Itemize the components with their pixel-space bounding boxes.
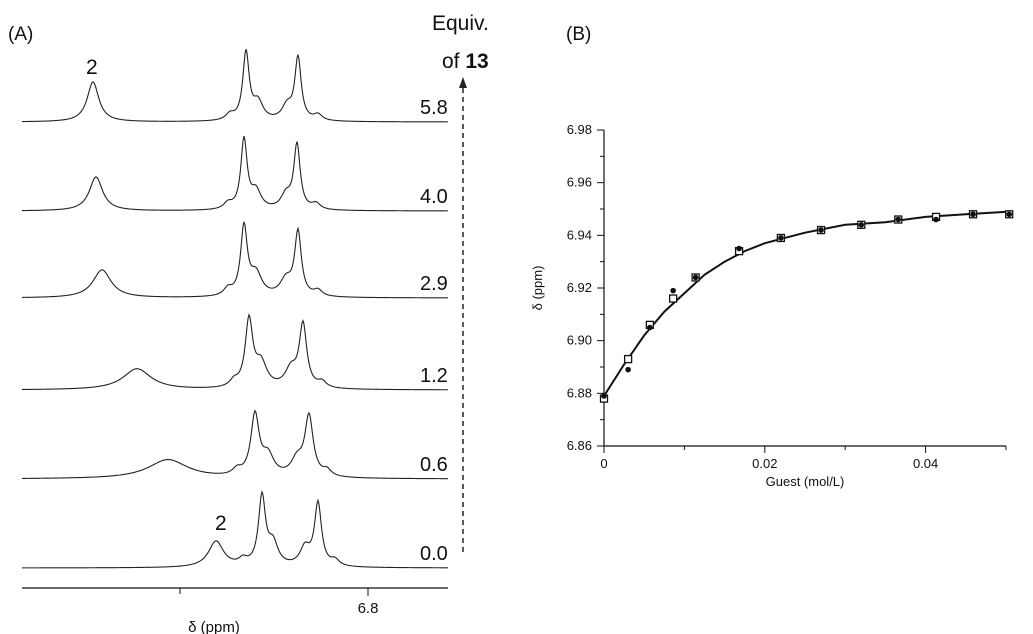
x-ticks: 0 0.02 0.04 bbox=[600, 446, 1007, 471]
legend-title-line1: Equiv. bbox=[432, 12, 489, 35]
y-tick-label: 6.96 bbox=[567, 175, 592, 190]
x-axis-label: Guest (mol/L) bbox=[766, 474, 845, 489]
filled-circle-point bbox=[1006, 211, 1013, 218]
spectra-group bbox=[21, 48, 449, 569]
y-tick-label: 6.98 bbox=[567, 122, 592, 137]
filled-circle-point bbox=[647, 324, 653, 331]
x-tick-label: 0 bbox=[600, 456, 607, 471]
spectrum-trace bbox=[21, 489, 449, 569]
open-square-point bbox=[623, 354, 633, 364]
spectrum-trace bbox=[21, 313, 448, 391]
fit-curve bbox=[603, 210, 1010, 397]
y-tick-label: 6.92 bbox=[567, 280, 592, 295]
spectrum-x-tick-label: 6.8 bbox=[358, 600, 379, 617]
filled-circle-point bbox=[670, 287, 676, 294]
panel-b-label: (B) bbox=[566, 24, 591, 45]
y-axis-label: δ (ppm) bbox=[530, 266, 545, 311]
equiv-label: 5.8 bbox=[420, 97, 448, 119]
equiv-label: 0.0 bbox=[420, 543, 448, 565]
filled-circle-point bbox=[933, 216, 939, 223]
spectrum-x-label: δ (ppm) bbox=[188, 619, 240, 634]
filled-circle-point bbox=[818, 227, 824, 233]
filled-circle-point bbox=[778, 235, 784, 241]
y-tick-label: 6.94 bbox=[567, 227, 592, 242]
peak-label-top: 2 bbox=[86, 56, 98, 79]
peak-label-bottom: 2 bbox=[215, 512, 227, 535]
panel-a-label: (A) bbox=[8, 24, 33, 45]
equiv-labels: 5.8 4.0 2.9 1.2 0.6 0.0 bbox=[420, 97, 448, 565]
spectrum-trace bbox=[22, 409, 448, 480]
spectrum-trace bbox=[21, 135, 448, 212]
equiv-label: 1.2 bbox=[420, 365, 448, 387]
legend-title-prefix: of bbox=[442, 50, 465, 73]
legend-title-compound: 13 bbox=[465, 50, 488, 73]
panel-b: (B) 6.86 6.88 6.90 6.92 6.94 6.96 6.98 0 0.02 0.… bbox=[530, 24, 1014, 489]
filled-circle-point bbox=[858, 222, 865, 228]
y-tick-label: 6.86 bbox=[567, 438, 592, 453]
filled-circle-point bbox=[970, 211, 976, 218]
spectrum-trace bbox=[21, 221, 448, 299]
filled-circle-point bbox=[601, 393, 607, 399]
y-tick-label: 6.90 bbox=[567, 333, 592, 348]
filled-circle-point bbox=[692, 274, 699, 281]
open-square-point bbox=[668, 294, 678, 303]
panel-a: (A) Equiv. of 13 5.84.02.91.20.60.0 2 2 … bbox=[8, 12, 489, 634]
data-points bbox=[599, 210, 1014, 403]
equiv-label: 2.9 bbox=[420, 273, 448, 295]
filled-circle-point bbox=[625, 366, 631, 373]
arrow-head-icon bbox=[459, 77, 467, 88]
spectrum-trace bbox=[21, 48, 448, 123]
x-tick-label: 0.02 bbox=[752, 456, 777, 471]
equiv-label: 4.0 bbox=[420, 186, 448, 208]
y-tick-label: 6.88 bbox=[567, 385, 592, 400]
equiv-label: 0.6 bbox=[420, 454, 448, 476]
legend-title-line2: of 13 bbox=[442, 50, 489, 73]
x-tick-label: 0.04 bbox=[913, 456, 938, 471]
fit-line bbox=[603, 210, 1010, 397]
filled-circle-point bbox=[895, 216, 902, 223]
y-ticks: 6.86 6.88 6.90 6.92 6.94 6.96 6.98 bbox=[567, 122, 604, 453]
filled-circle-point bbox=[736, 245, 742, 252]
